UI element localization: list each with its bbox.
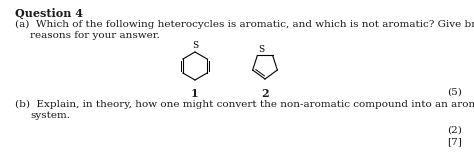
Text: S: S [258, 45, 264, 54]
Text: [7]: [7] [447, 137, 462, 146]
Text: (a)  Which of the following heterocycles is aromatic, and which is not aromatic?: (a) Which of the following heterocycles … [15, 20, 474, 29]
Text: (2): (2) [447, 126, 462, 135]
Text: (b)  Explain, in theory, how one might convert the non-aromatic compound into an: (b) Explain, in theory, how one might co… [15, 100, 474, 109]
Text: reasons for your answer.: reasons for your answer. [30, 31, 160, 40]
Text: (5): (5) [447, 88, 462, 97]
Text: S: S [192, 41, 198, 51]
Text: system.: system. [30, 111, 70, 120]
Text: 2: 2 [261, 88, 269, 99]
Text: Question 4: Question 4 [15, 8, 83, 19]
Text: 1: 1 [191, 88, 199, 99]
